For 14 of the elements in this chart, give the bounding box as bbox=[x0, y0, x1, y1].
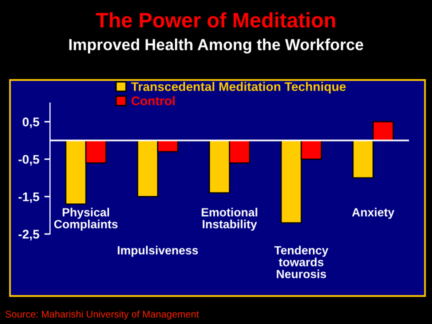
x-tick-label: Tendency towards Neurosis bbox=[274, 246, 328, 278]
source-note: Source: Maharishi University of Management bbox=[5, 310, 199, 320]
y-tick-label: -0,5 bbox=[18, 154, 40, 166]
x-tick-label: Anxiety bbox=[352, 208, 394, 219]
y-tick-label: 0,5 bbox=[22, 118, 40, 128]
chart-subtitle: Improved Health Among the Workforce bbox=[69, 38, 364, 54]
x-tick-label: Emotional Instability bbox=[202, 208, 258, 231]
y-tick-label: -1,5 bbox=[18, 192, 40, 204]
legend-label: Control bbox=[132, 96, 175, 106]
x-tick-label: Physical Complaints bbox=[54, 208, 118, 231]
x-tick-label: Impulsiveness bbox=[118, 246, 198, 257]
chart-title: The Power of Meditation bbox=[96, 12, 336, 28]
legend-label: Transcedental Meditation Technique bbox=[131, 82, 346, 94]
y-tick-label: -2,5 bbox=[18, 230, 40, 240]
